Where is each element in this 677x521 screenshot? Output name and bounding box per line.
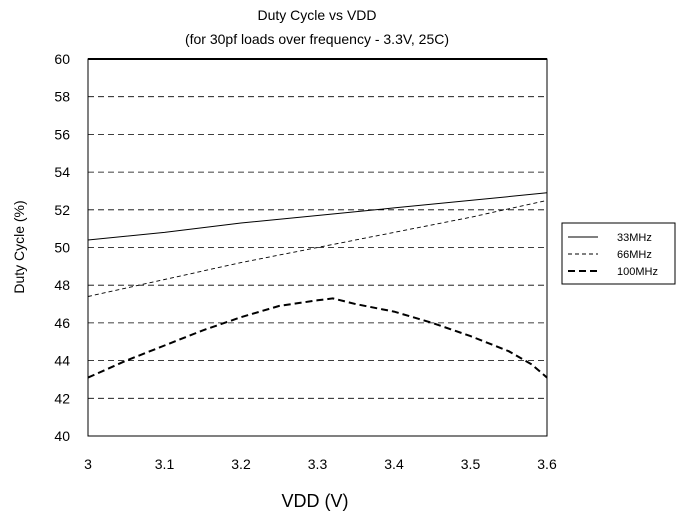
chart-title: Duty Cycle vs VDD: [257, 7, 376, 23]
y-tick-label: 60: [54, 51, 70, 67]
legend-label: 33MHz: [617, 232, 652, 244]
y-tick-label: 56: [54, 126, 70, 142]
y-tick-label: 50: [54, 240, 70, 256]
y-axis-label: Duty Cycle (%): [11, 200, 27, 293]
y-tick-label: 40: [54, 428, 70, 444]
y-tick-label: 44: [54, 353, 70, 369]
y-tick-label: 42: [54, 390, 70, 406]
legend-label: 66MHz: [617, 249, 652, 261]
x-tick-label: 3.2: [231, 456, 251, 472]
x-tick-label: 3.6: [537, 456, 557, 472]
y-tick-label: 46: [54, 315, 70, 331]
legend-box: [561, 222, 676, 285]
x-tick-label: 3.4: [384, 456, 404, 472]
x-tick-label: 3.1: [155, 456, 175, 472]
chart-subtitle: (for 30pf loads over frequency - 3.3V, 2…: [185, 31, 449, 47]
x-tick-label: 3.3: [308, 456, 328, 472]
x-axis-label: VDD (V): [282, 491, 349, 511]
x-tick-label: 3: [84, 456, 92, 472]
x-tick-label: 3.5: [461, 456, 481, 472]
y-tick-label: 52: [54, 202, 70, 218]
legend: 33MHz 66MHz 100MHz: [561, 222, 676, 285]
series-lines: [87, 192, 548, 379]
series-line-33mhz: [87, 192, 548, 241]
grid-lines: [88, 96, 547, 399]
series-line-66mhz: [87, 199, 548, 297]
y-tick-labels: 40 42 44 46 48 50 52 54 56 58 60: [54, 51, 70, 444]
series-line-100mhz: [87, 297, 548, 379]
y-tick-label: 58: [54, 89, 70, 105]
x-tick-labels: 3 3.1 3.2 3.3 3.4 3.5 3.6: [84, 456, 557, 472]
y-tick-label: 48: [54, 277, 70, 293]
legend-label: 100MHz: [617, 266, 658, 278]
y-tick-label: 54: [54, 164, 70, 180]
